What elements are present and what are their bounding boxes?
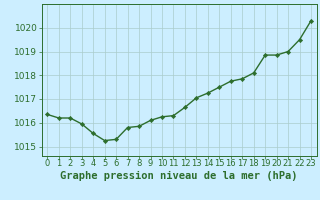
X-axis label: Graphe pression niveau de la mer (hPa): Graphe pression niveau de la mer (hPa) [60,171,298,181]
